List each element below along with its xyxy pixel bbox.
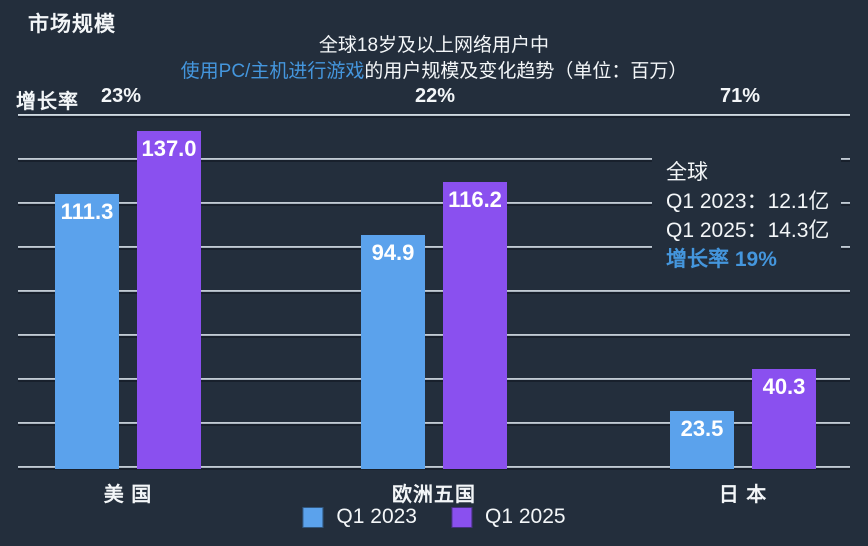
chart-title-line2: 使用PC/主机进行游戏的用户规模及变化趋势（单位：百万） bbox=[0, 59, 868, 85]
bar-q1-2025-us: 137.0 bbox=[137, 131, 201, 469]
annotation-growth-label: 增长率 bbox=[666, 248, 729, 271]
bar-value-label: 137.0 bbox=[141, 136, 197, 161]
chart-title-line2-rest: 的用户规模及变化趋势（单位：百万） bbox=[364, 61, 688, 82]
bar-value-label: 40.3 bbox=[762, 374, 806, 399]
gridline bbox=[18, 334, 850, 336]
chart-title-highlight: 使用PC/主机进行游戏 bbox=[180, 61, 365, 82]
legend-item-q1-2025: Q1 2025 bbox=[451, 505, 566, 529]
growth-rate-label: 增长率 bbox=[16, 91, 79, 113]
gridline bbox=[18, 290, 850, 292]
growth-rate-us: 23% bbox=[100, 85, 142, 107]
bar-q1-2023-jp: 23.5 bbox=[670, 411, 734, 469]
bar-q1-2025-eu: 116.2 bbox=[443, 182, 507, 469]
annotation-q1-2025: Q1 2025：14.3亿 bbox=[666, 219, 830, 242]
growth-rate-jp: 71% bbox=[719, 85, 761, 107]
bar-q1-2023-eu: 94.9 bbox=[361, 235, 425, 469]
bar-value-label: 94.9 bbox=[371, 240, 415, 265]
annotation-growth-value: 19% bbox=[734, 248, 777, 271]
gridline bbox=[18, 202, 850, 204]
gridline bbox=[18, 378, 850, 380]
global-annotation: 全球 Q1 2023：12.1亿 Q1 2025：14.3亿 增长率 19% bbox=[652, 154, 842, 280]
bar-value-label: 116.2 bbox=[448, 187, 502, 212]
growth-rate-eu: 22% bbox=[414, 85, 456, 107]
chart-title: 全球18岁及以上网络用户中 使用PC/主机进行游戏的用户规模及变化趋势（单位：百… bbox=[0, 33, 868, 85]
bar-q1-2023-us: 111.3 bbox=[55, 194, 119, 469]
gridline bbox=[18, 246, 850, 248]
category-label-eu: 欧洲五国 bbox=[392, 484, 476, 506]
legend-label-q1-2023: Q1 2023 bbox=[336, 505, 417, 528]
category-label-jp: 日 本 bbox=[718, 484, 768, 506]
chart-title-line1: 全球18岁及以上网络用户中 bbox=[318, 35, 550, 56]
legend: Q1 2023 Q1 2025 bbox=[302, 505, 566, 529]
bar-q1-2025-jp: 40.3 bbox=[752, 369, 816, 469]
gridline bbox=[18, 158, 850, 160]
annotation-q1-2023: Q1 2023：12.1亿 bbox=[666, 190, 830, 213]
legend-item-q1-2023: Q1 2023 bbox=[302, 505, 417, 529]
annotation-growth: 增长率 19% bbox=[666, 245, 829, 274]
annotation-title: 全球 bbox=[666, 161, 708, 184]
bar-value-label: 23.5 bbox=[680, 416, 724, 441]
legend-swatch-blue bbox=[302, 506, 324, 528]
category-label-us: 美 国 bbox=[103, 484, 153, 506]
page-title: 市场规模 bbox=[28, 13, 116, 36]
gridline bbox=[18, 114, 850, 116]
gridline bbox=[18, 422, 850, 424]
legend-label-q1-2025: Q1 2025 bbox=[485, 505, 566, 528]
bar-value-label: 111.3 bbox=[60, 199, 114, 224]
gridline bbox=[18, 466, 850, 468]
legend-swatch-purple bbox=[451, 506, 472, 528]
